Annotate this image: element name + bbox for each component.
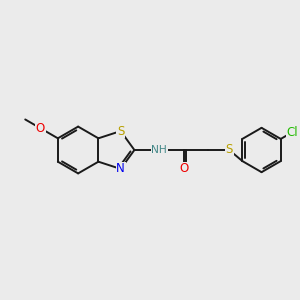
Text: Cl: Cl [286,126,298,139]
Text: S: S [226,143,233,157]
Text: S: S [117,124,124,138]
Text: N: N [116,162,125,176]
Text: O: O [179,162,188,175]
Text: NH: NH [151,145,167,155]
Text: O: O [36,122,45,135]
